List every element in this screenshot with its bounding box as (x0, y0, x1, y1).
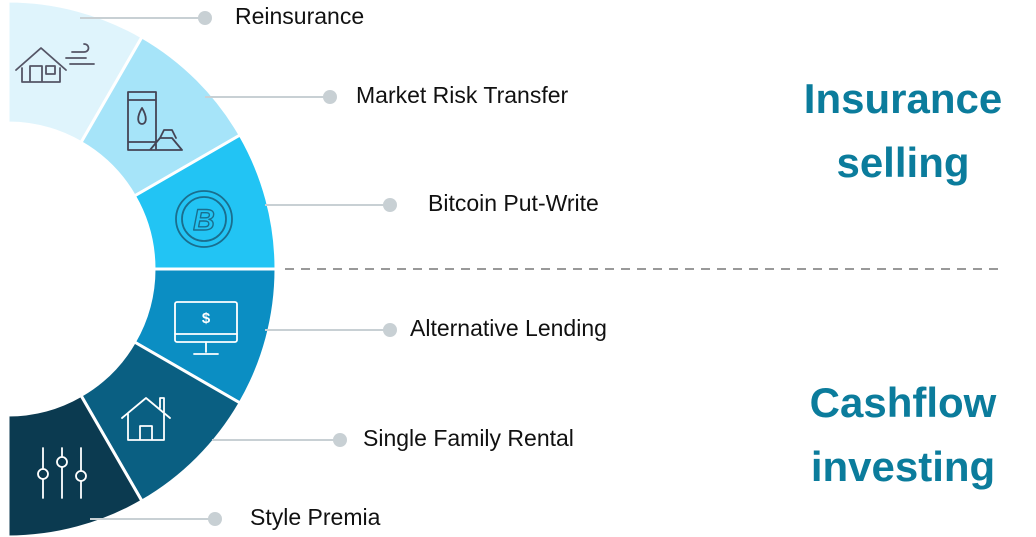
house-wind-icon (15, 43, 95, 83)
segment-label: Market Risk Transfer (356, 82, 568, 108)
leader-dot (198, 11, 212, 25)
segment-label: Bitcoin Put-Write (428, 190, 599, 216)
leader-dot (323, 90, 337, 104)
group-title: Cashflow (810, 379, 997, 426)
barrel-gold-icon (127, 91, 183, 151)
segment-label: Style Premia (250, 504, 381, 530)
segment-label: Reinsurance (235, 3, 364, 29)
bitcoin-icon: B (175, 190, 233, 248)
ring (6, 0, 278, 537)
leader-dot (208, 512, 222, 526)
group-title: Insurance (804, 75, 1002, 122)
svg-text:B: B (193, 204, 215, 237)
house-icon (121, 397, 171, 441)
sliders-icon (37, 447, 87, 499)
leader-dot (333, 433, 347, 447)
leader-dot (383, 323, 397, 337)
monitor-icon: $ (174, 301, 238, 355)
segment-label: Alternative Lending (410, 315, 607, 341)
icons: B $ (15, 43, 238, 499)
leader-dot (383, 198, 397, 212)
svg-text:$: $ (202, 310, 211, 327)
group-title: investing (811, 443, 995, 490)
group-titles: Insurance selling Cashflow investing (804, 75, 1002, 490)
segment-label: Single Family Rental (363, 425, 574, 451)
group-title: selling (836, 139, 969, 186)
labels: Reinsurance Market Risk Transfer Bitcoin P… (80, 3, 607, 530)
